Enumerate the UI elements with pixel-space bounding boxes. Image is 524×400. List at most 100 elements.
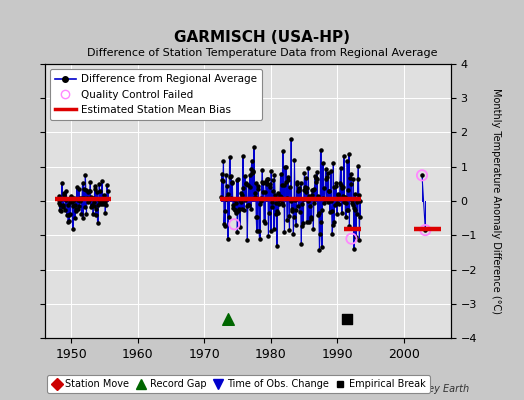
Point [329, 222, 337, 228]
Point [297, 180, 305, 186]
Point [330, 184, 339, 190]
Point [277, 194, 286, 201]
Point [228, 179, 236, 186]
Point [262, 178, 270, 184]
Point [75, 198, 84, 204]
Point [333, 200, 341, 206]
Point [250, 190, 259, 196]
Point [90, 198, 99, 205]
Point [57, 208, 65, 214]
Point [347, 236, 356, 242]
Point [318, 207, 326, 213]
Point [60, 190, 68, 197]
Point [284, 177, 292, 183]
Point [296, 209, 304, 215]
Point [322, 176, 330, 182]
Point [95, 181, 103, 188]
Point [276, 193, 284, 199]
Point [78, 195, 86, 202]
Point [84, 198, 92, 205]
Point [300, 170, 309, 176]
Point [312, 169, 321, 176]
Point [101, 198, 109, 205]
Point [340, 153, 348, 159]
Point [325, 188, 333, 194]
Point [66, 211, 74, 218]
Point [70, 197, 78, 203]
Point [344, 187, 352, 193]
Point [68, 198, 76, 205]
Point [252, 214, 260, 220]
Point [266, 180, 274, 187]
Point [302, 185, 311, 191]
Point [334, 191, 343, 198]
Point [291, 197, 299, 203]
Point [260, 218, 268, 224]
Point [85, 197, 93, 203]
Point [355, 192, 363, 198]
Point [353, 199, 361, 206]
Point [103, 188, 112, 195]
Point [224, 190, 233, 197]
Text: Berkeley Earth: Berkeley Earth [397, 384, 469, 394]
Point [270, 172, 279, 178]
Point [80, 195, 89, 201]
Point [322, 196, 331, 202]
Point [288, 206, 297, 212]
Point [355, 237, 364, 243]
Point [342, 200, 350, 206]
Point [98, 178, 106, 184]
Point [268, 204, 276, 210]
Point [253, 228, 261, 235]
Point [280, 182, 288, 189]
Point [287, 136, 296, 142]
Point [97, 199, 106, 206]
Point [270, 226, 278, 232]
Point [328, 208, 336, 214]
Point [60, 192, 69, 198]
Point [344, 206, 353, 213]
Point [55, 199, 63, 206]
Point [340, 198, 348, 205]
Point [312, 175, 320, 182]
Point [334, 192, 342, 198]
Point [231, 207, 239, 214]
Point [307, 214, 315, 220]
Point [245, 202, 253, 208]
Point [234, 208, 243, 214]
Point [100, 192, 108, 198]
Point [302, 175, 310, 182]
Point [272, 200, 280, 206]
Point [90, 203, 98, 210]
Point [300, 186, 308, 193]
Point [59, 204, 67, 210]
Point [263, 180, 271, 187]
Point [336, 164, 345, 171]
Point [219, 178, 227, 184]
Point [291, 207, 300, 214]
Point [269, 188, 277, 194]
Point [272, 242, 281, 249]
Point [299, 220, 308, 226]
Point [256, 201, 264, 207]
Point [331, 182, 340, 189]
Point [235, 224, 244, 230]
Point [299, 196, 307, 202]
Point [347, 181, 355, 187]
Point [293, 188, 302, 194]
Point [320, 185, 328, 191]
Point [96, 200, 105, 207]
Point [91, 182, 100, 189]
Point [251, 194, 259, 200]
Point [77, 195, 85, 202]
Point [257, 179, 266, 185]
Point [281, 164, 289, 170]
Point [226, 174, 234, 180]
Point [79, 215, 88, 221]
Text: GARMISCH (USA-HP): GARMISCH (USA-HP) [174, 30, 350, 46]
Point [341, 194, 349, 200]
Point [93, 188, 101, 195]
Point [346, 171, 355, 178]
Point [88, 202, 96, 208]
Point [258, 166, 267, 173]
